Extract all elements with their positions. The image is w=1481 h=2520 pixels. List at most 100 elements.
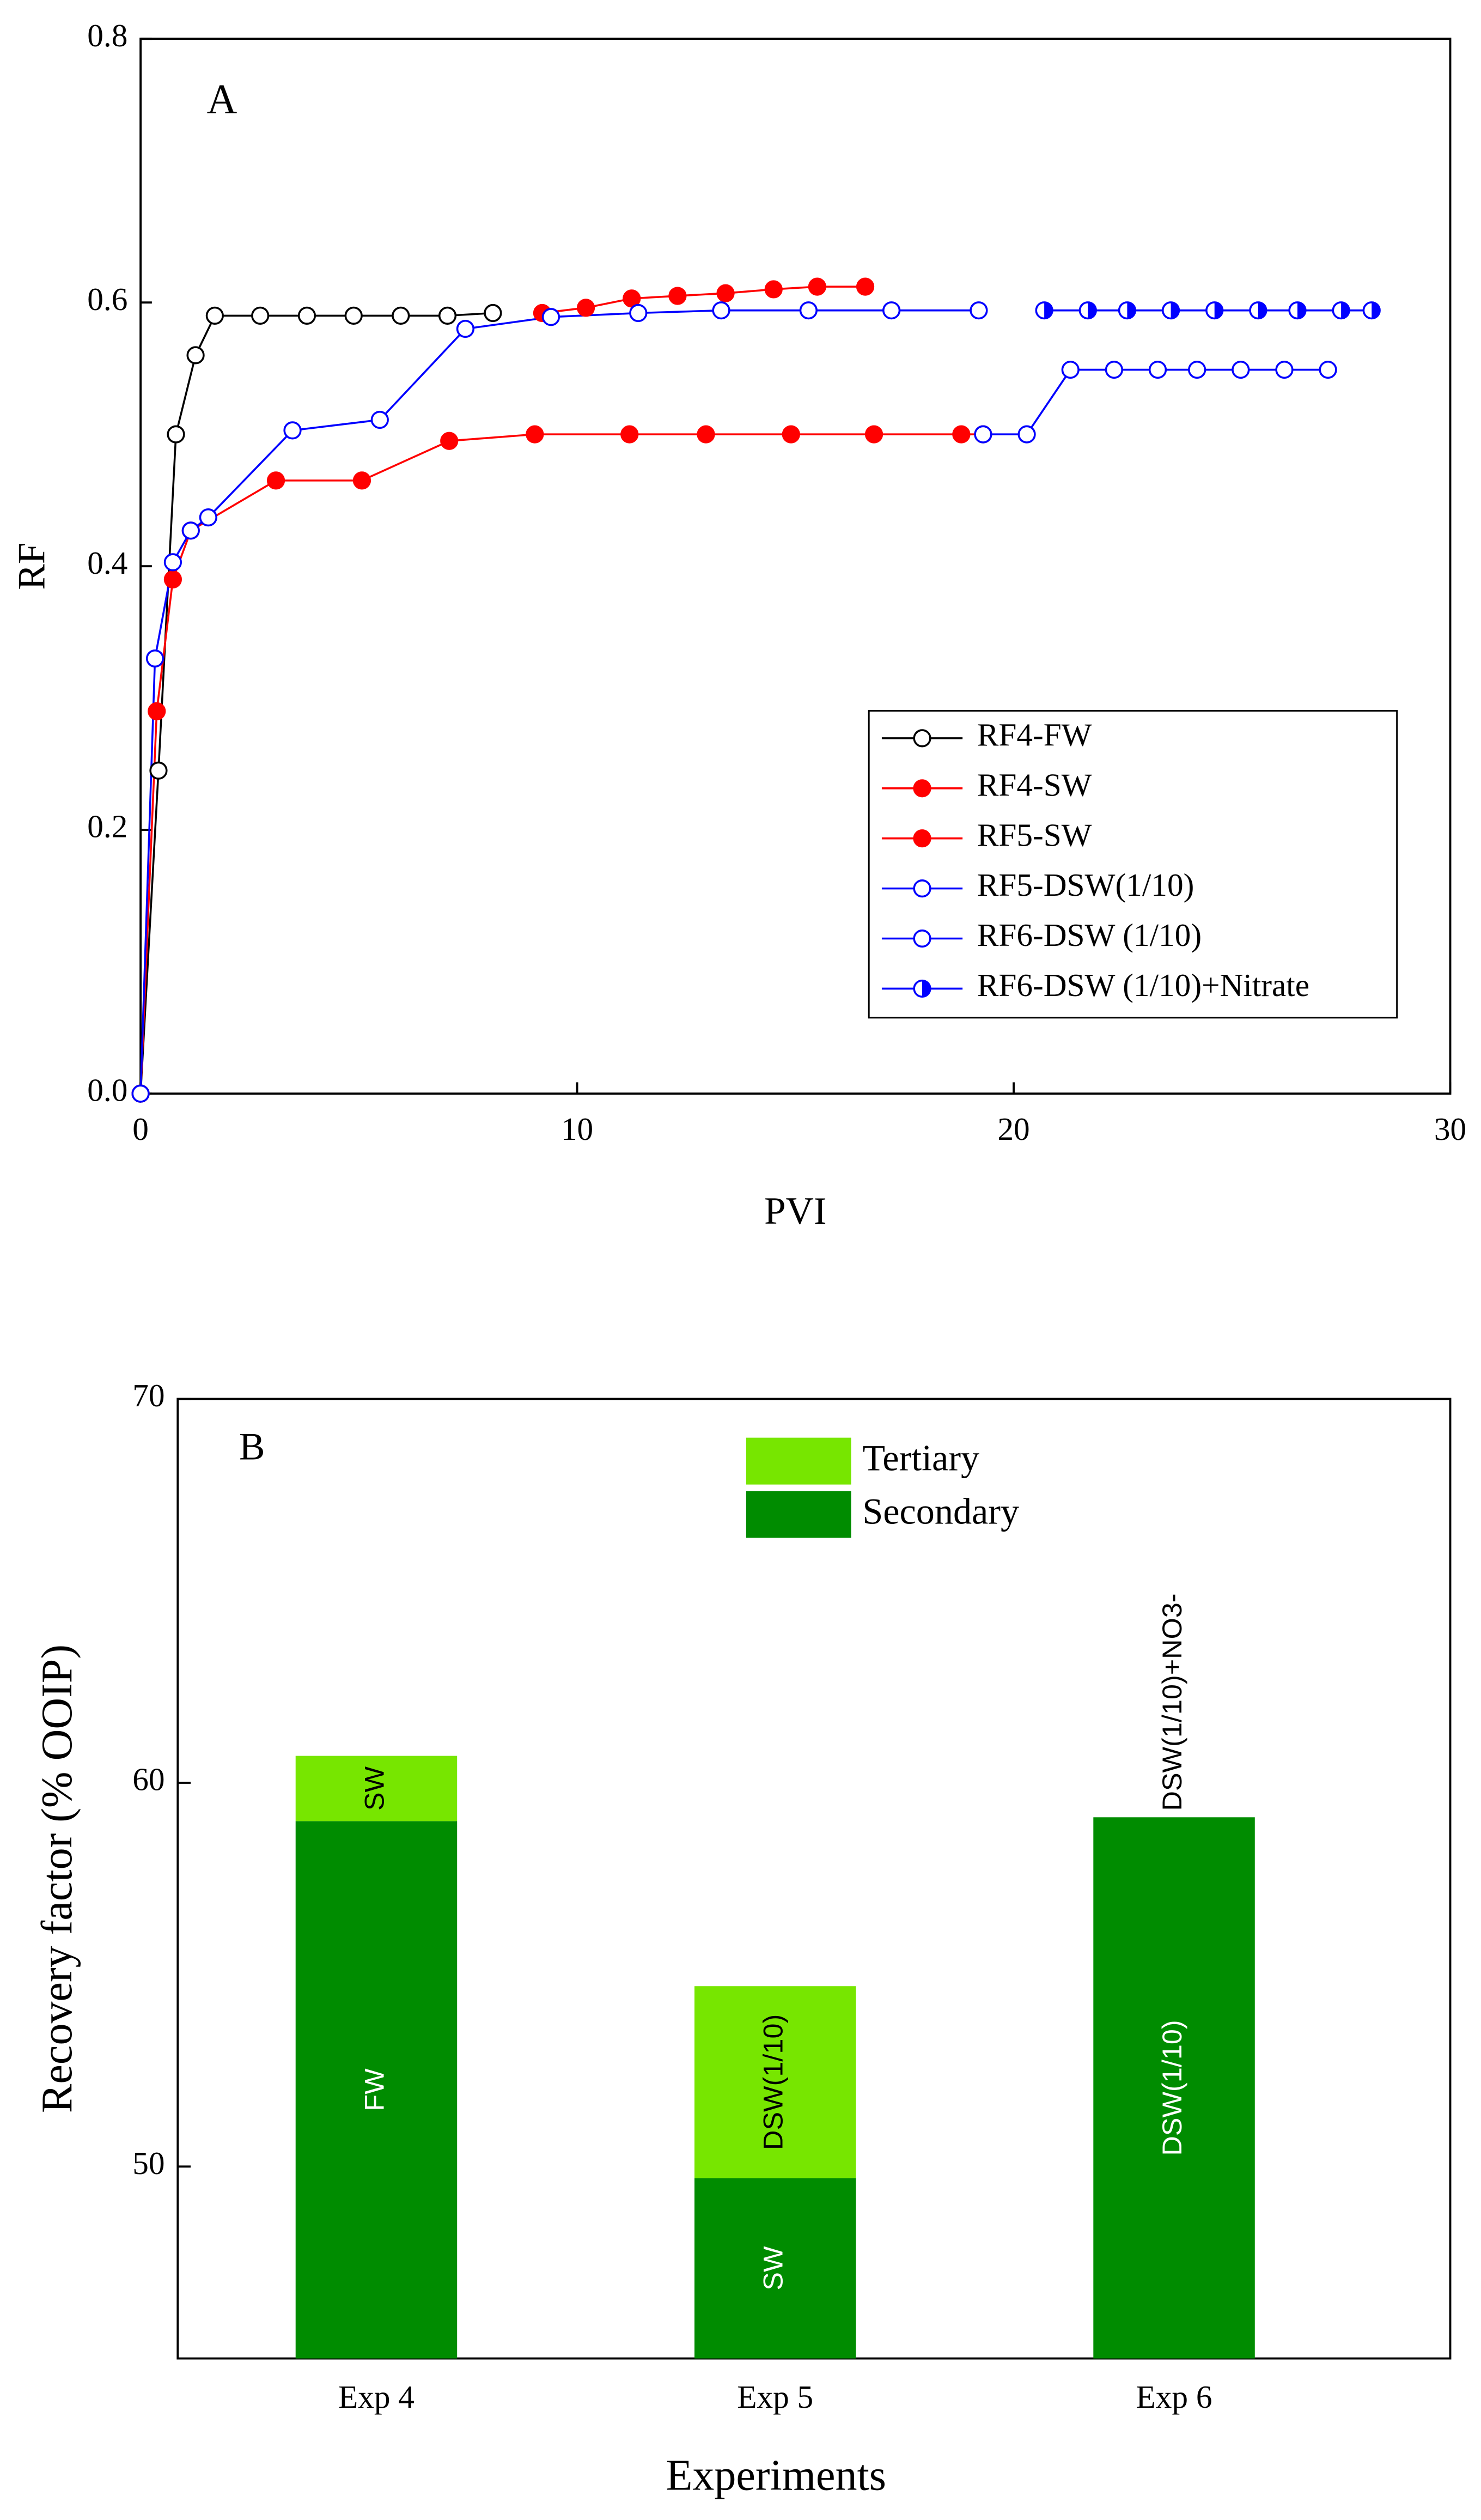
marker — [344, 306, 363, 325]
marker-dot — [629, 303, 648, 323]
marker — [668, 287, 687, 305]
marker-dot — [970, 301, 988, 320]
marker-dot — [1232, 360, 1250, 379]
marker — [913, 829, 931, 848]
marker — [799, 301, 818, 320]
marker-dot — [882, 301, 901, 320]
marker-dot — [392, 306, 410, 325]
marker-dot — [456, 319, 474, 338]
marker — [145, 649, 164, 668]
marker-half — [1341, 302, 1349, 319]
marker-half — [1171, 302, 1179, 319]
x-tick-label: 30 — [1434, 1111, 1466, 1147]
legend-label: RF4-FW — [977, 716, 1092, 752]
marker — [456, 319, 474, 338]
marker — [913, 779, 931, 798]
marker-dot — [283, 421, 302, 440]
marker-dot — [620, 425, 639, 444]
marker — [1161, 301, 1180, 320]
marker — [913, 729, 931, 748]
marker-half — [922, 980, 930, 997]
marker — [131, 1084, 150, 1103]
marker-dot — [913, 929, 931, 948]
legend-label: RF5-SW — [977, 817, 1092, 853]
marker — [541, 308, 560, 326]
x-tick-label: Exp 6 — [1136, 2379, 1212, 2415]
marker — [970, 301, 988, 320]
marker — [808, 277, 826, 296]
marker-dot — [163, 570, 182, 588]
marker-half — [1127, 302, 1136, 319]
legend-swatch — [746, 1437, 851, 1485]
marker-dot — [1017, 425, 1036, 444]
marker — [1061, 360, 1080, 379]
marker-dot — [668, 287, 687, 305]
marker — [716, 284, 735, 302]
bar-label: SW — [758, 2246, 789, 2291]
bar-segment — [694, 1986, 856, 2178]
marker — [1288, 301, 1307, 320]
marker — [913, 879, 931, 898]
marker-dot — [913, 729, 931, 748]
marker-dot — [440, 432, 459, 450]
marker-dot — [541, 308, 560, 326]
bar-label: FW — [358, 2068, 389, 2111]
marker — [392, 306, 410, 325]
marker-dot — [913, 879, 931, 898]
marker-dot — [1105, 360, 1123, 379]
marker-dot — [370, 410, 389, 429]
legend-box — [868, 710, 1398, 1019]
y-tick-label: 50 — [132, 2145, 164, 2181]
x-tick-label: Exp 4 — [338, 2379, 415, 2415]
marker — [764, 280, 783, 299]
marker — [576, 299, 595, 317]
marker-dot — [716, 284, 735, 302]
y-tick-label: 0.6 — [87, 281, 127, 317]
marker — [181, 521, 200, 540]
marker — [1232, 360, 1250, 379]
marker — [952, 425, 971, 444]
marker-dot — [181, 521, 200, 540]
panel-label: A — [207, 75, 237, 122]
marker — [484, 303, 502, 323]
marker — [1148, 360, 1167, 379]
marker — [370, 410, 389, 429]
marker — [620, 425, 639, 444]
marker — [251, 306, 270, 325]
bar-segment — [694, 2178, 856, 2359]
legend-swatch — [746, 1491, 851, 1538]
marker — [913, 929, 931, 948]
series-line — [139, 312, 493, 1094]
y-tick-label: 0.8 — [87, 17, 127, 53]
marker — [163, 553, 182, 572]
marker-dot — [148, 702, 166, 720]
panel-label: B — [239, 1426, 265, 1468]
marker-dot — [1148, 360, 1167, 379]
marker-dot — [266, 471, 285, 490]
y-tick-label: 70 — [132, 1377, 164, 1413]
y-tick-label: 0.2 — [87, 809, 127, 845]
series-line — [983, 368, 1328, 435]
marker-dot — [526, 425, 544, 444]
marker-half — [1372, 302, 1380, 319]
marker-half — [1258, 302, 1266, 319]
marker — [882, 301, 901, 320]
bar-label: DSW(1/10) — [758, 2014, 789, 2150]
marker-half — [1214, 302, 1223, 319]
marker-dot — [808, 277, 826, 296]
marker — [167, 425, 185, 444]
marker-dot — [1061, 360, 1080, 379]
marker — [712, 301, 730, 320]
marker-dot — [913, 829, 931, 848]
marker-half — [1088, 302, 1096, 319]
marker-half — [1044, 302, 1052, 319]
bar-segment — [295, 1756, 458, 1821]
marker-dot — [1275, 360, 1294, 379]
marker-dot — [913, 779, 931, 798]
marker — [974, 425, 992, 444]
bar-label: SW — [358, 1766, 389, 1811]
series-line — [139, 309, 979, 1094]
marker — [440, 432, 459, 450]
marker-dot — [145, 649, 164, 668]
legend-label: RF6-DSW (1/10)+Nitrate — [977, 967, 1309, 1003]
